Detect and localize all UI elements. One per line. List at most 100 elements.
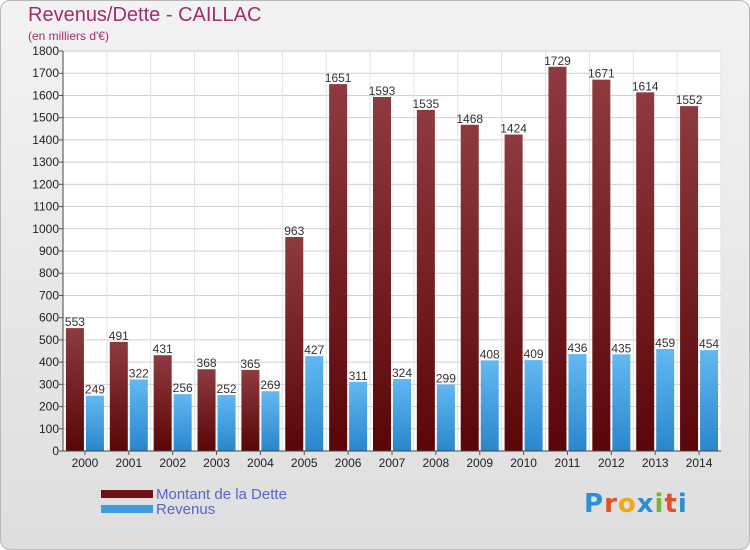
value-label: 322 [129, 366, 149, 380]
value-label: 436 [567, 341, 587, 355]
value-label: 1671 [588, 67, 615, 81]
value-label: 269 [260, 378, 280, 392]
bar-revenus [700, 350, 719, 451]
x-tick-label: 2007 [379, 456, 406, 470]
y-tick-label: 1800 [32, 44, 59, 58]
bar-dette [241, 369, 260, 451]
bar-revenus [568, 354, 587, 451]
bar-dette [416, 109, 435, 451]
value-label: 435 [611, 341, 631, 355]
value-label: 408 [480, 347, 500, 361]
x-tick-label: 2006 [335, 456, 362, 470]
bar-dette [548, 66, 567, 452]
bar-revenus [261, 391, 280, 451]
x-tick-label: 2003 [203, 456, 230, 470]
y-tick-label: 600 [39, 311, 59, 325]
bar-dette [636, 92, 655, 451]
value-label: 963 [284, 224, 304, 238]
x-tick-label: 2002 [159, 456, 186, 470]
y-tick-label: 300 [39, 377, 59, 391]
y-tick-label: 1300 [32, 155, 59, 169]
bar-revenus [656, 349, 675, 451]
value-label: 1593 [369, 84, 396, 98]
value-label: 368 [197, 356, 217, 370]
value-label: 1468 [456, 112, 483, 126]
value-label: 431 [153, 342, 173, 356]
y-tick-label: 1600 [32, 88, 59, 102]
x-tick-label: 2005 [291, 456, 318, 470]
bar-revenus [436, 384, 455, 451]
value-label: 324 [392, 366, 412, 380]
value-label: 409 [524, 347, 544, 361]
value-label: 1729 [544, 54, 571, 68]
legend-swatch-debt [101, 490, 153, 498]
bar-dette [65, 328, 84, 451]
bar-revenus [217, 395, 236, 451]
value-label: 299 [436, 372, 456, 386]
bar-revenus [480, 360, 499, 451]
proxiti-logo: Proxiti [584, 489, 688, 519]
y-tick-label: 400 [39, 355, 59, 369]
y-tick-label: 1100 [33, 200, 59, 214]
y-tick-label: 0 [52, 444, 59, 458]
x-tick-label: 2001 [115, 456, 142, 470]
y-tick-label: 1200 [32, 177, 59, 191]
value-label: 252 [217, 382, 237, 396]
logo-letter: i [654, 489, 665, 519]
legend-swatch-revenus [101, 505, 153, 513]
x-tick-label: 2010 [510, 456, 537, 470]
bar-dette [592, 79, 611, 452]
bar-dette [153, 355, 172, 451]
bar-revenus [173, 394, 192, 451]
value-label: 454 [699, 337, 719, 351]
bar-dette [285, 237, 304, 451]
x-tick-label: 2013 [642, 456, 669, 470]
x-tick-label: 2009 [466, 456, 493, 470]
bar-dette [680, 106, 699, 451]
value-label: 553 [65, 315, 85, 329]
x-tick-label: 2011 [555, 456, 581, 470]
logo-letter: r [604, 489, 618, 519]
logo-letter: o [617, 489, 637, 519]
logo-letter: i [677, 489, 688, 519]
value-label: 427 [304, 343, 324, 357]
logo-letter: x [636, 489, 655, 519]
value-label: 1651 [325, 71, 352, 85]
y-tick-label: 500 [39, 333, 59, 347]
bar-revenus [349, 381, 368, 451]
bar-dette [460, 124, 479, 452]
value-label: 256 [173, 381, 193, 395]
x-tick-label: 2014 [686, 456, 713, 470]
x-tick-label: 2000 [72, 456, 99, 470]
bar-revenus [524, 360, 543, 451]
y-tick-label: 1000 [32, 222, 59, 236]
y-tick-label: 800 [39, 266, 59, 280]
y-tick-label: 100 [39, 422, 59, 436]
y-tick-label: 200 [39, 400, 59, 414]
value-label: 1552 [676, 93, 703, 107]
bar-revenus [393, 379, 411, 451]
bar-dette [504, 134, 523, 452]
bar-revenus [612, 354, 631, 451]
y-tick-label: 1400 [32, 133, 59, 147]
value-label: 311 [349, 369, 368, 383]
y-tick-label: 900 [39, 244, 59, 258]
y-tick-label: 700 [39, 288, 59, 302]
x-tick-label: 2012 [598, 456, 625, 470]
y-tick-label: 1500 [32, 111, 59, 125]
bar-revenus [305, 356, 324, 451]
chart-title: Revenus/Dette - CAILLAC [28, 4, 262, 26]
bar-dette [373, 97, 391, 451]
bar-revenus [85, 395, 104, 451]
value-label: 249 [85, 383, 105, 397]
y-tick-label: 1700 [32, 66, 59, 80]
legend-label-revenus: Revenus [156, 501, 216, 518]
bar-dette [109, 341, 128, 451]
x-tick-label: 2004 [247, 456, 274, 470]
chart-subtitle: (en milliers d'€) [28, 29, 109, 43]
value-label: 491 [109, 329, 129, 343]
bar-dette [197, 369, 216, 451]
bar-revenus [129, 379, 148, 451]
value-label: 365 [240, 357, 260, 371]
